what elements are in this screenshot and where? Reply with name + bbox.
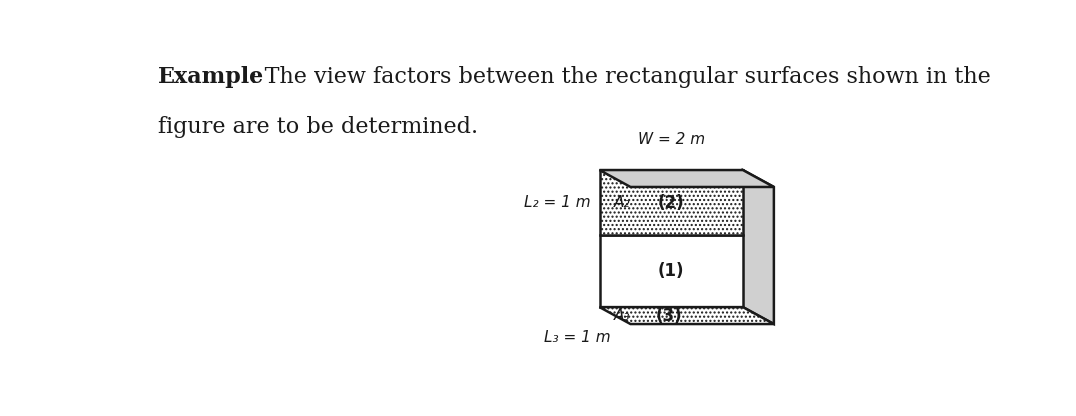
Text: (3): (3) [655,307,682,324]
Polygon shape [599,307,774,324]
Polygon shape [599,170,742,235]
Text: (2): (2) [657,194,684,212]
Polygon shape [742,170,774,324]
Text: Example: Example [158,66,264,88]
Text: figure are to be determined.: figure are to be determined. [158,116,478,138]
Text: A₂: A₂ [613,195,629,210]
Polygon shape [599,170,774,187]
Text: W = 2 m: W = 2 m [638,132,705,147]
Polygon shape [599,235,742,307]
Text: L₂ = 1 m: L₂ = 1 m [524,195,591,210]
Text: : The view factors between the rectangular surfaces shown in the: : The view factors between the rectangul… [250,66,991,88]
Text: (1): (1) [657,262,684,280]
Text: A₃: A₃ [613,308,629,323]
Text: L₃ = 1 m: L₃ = 1 m [544,330,611,345]
